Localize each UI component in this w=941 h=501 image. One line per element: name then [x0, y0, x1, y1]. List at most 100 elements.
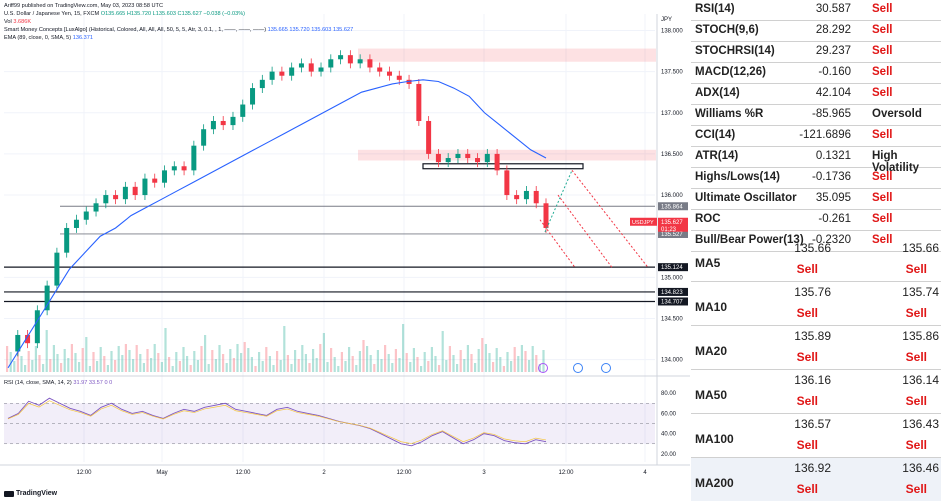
volume-bar	[276, 351, 279, 372]
volume-bar	[402, 324, 405, 372]
volume-bar	[99, 347, 102, 372]
volume-bar	[312, 349, 315, 372]
volume-bar	[265, 347, 268, 372]
ema-value: 136.371	[72, 35, 93, 41]
rsi-axis-tick: 20.00	[661, 452, 677, 458]
economic-event-icon	[538, 363, 548, 373]
candle-body	[543, 203, 549, 228]
oscillator-row: Highs/Lows(14) -0.1736 Sell	[691, 168, 941, 189]
volume-bar	[294, 350, 297, 372]
oscillator-action: Oversold	[872, 108, 922, 120]
tradingview-logo[interactable]: TradingView	[4, 490, 57, 497]
oscillator-action: Sell	[872, 3, 893, 15]
volume-bar	[63, 349, 66, 372]
oscillator-name: Highs/Lows(14)	[695, 171, 780, 183]
oscillator-name: STOCH(9,6)	[695, 24, 759, 36]
oscillator-name: Bull/Bear Power(13)	[695, 234, 804, 246]
volume-bar	[416, 357, 419, 372]
candle-body	[152, 178, 158, 183]
volume-bar	[52, 345, 55, 372]
volume-bar	[398, 358, 401, 372]
candle-body	[475, 158, 481, 163]
price-tag-label: 135.527	[661, 232, 683, 238]
candle-body	[328, 59, 334, 68]
volume-bar	[448, 346, 451, 372]
volume-bar	[121, 355, 124, 372]
oscillator-row: ADX(14) 42.104 Sell	[691, 84, 941, 105]
volume-bar	[9, 352, 12, 372]
chart-canvas[interactable]: JPY 138.000 137.500 137.000 136.500 136.000 13…	[0, 0, 690, 501]
candle-body	[220, 120, 226, 126]
ema-legend[interactable]: EMA (89, close, 0, SMA, 5) 136.371	[4, 35, 93, 42]
time-axis-tick: 12:00	[235, 470, 251, 476]
volume-bar	[189, 365, 192, 372]
volume-bar	[340, 352, 343, 372]
volume-bar	[358, 351, 361, 372]
volume-bar	[247, 348, 250, 372]
moving-average-row: MA10 135.76 Sell 135.74 Sell	[691, 282, 941, 326]
volume-bar	[369, 355, 372, 372]
volume-bar	[232, 358, 235, 372]
candle-body	[494, 153, 500, 171]
volume-bar	[218, 345, 221, 372]
rsi-values: 31.97 33.57 0 0	[73, 380, 113, 386]
volume-bar	[211, 350, 214, 372]
oscillator-action: Sell	[872, 234, 893, 246]
volume-bar	[326, 362, 329, 372]
volume-bar	[283, 326, 286, 372]
volume-bar	[513, 347, 516, 372]
volume-bar	[225, 363, 228, 372]
price-tag-label: 135.864	[661, 204, 683, 210]
candle-body	[338, 55, 344, 60]
candle-body	[171, 166, 177, 171]
candle-body	[113, 195, 119, 200]
tradingview-chart[interactable]: JPY 138.000 137.500 137.000 136.500 136.000 13…	[0, 0, 690, 501]
volume-bar	[272, 365, 275, 372]
rsi-line	[7, 397, 547, 447]
rsi-ma-line	[7, 400, 547, 444]
smc-legend[interactable]: Smart Money Concepts [LuxAlgo] (Historic…	[4, 27, 353, 34]
ma-simple-value: 135.89	[794, 329, 831, 343]
smc-label: Smart Money Concepts [LuxAlgo] (Historic…	[4, 27, 267, 33]
volume-bar	[430, 347, 433, 372]
oscillator-value: 35.095	[815, 192, 851, 204]
volume-bar	[373, 364, 376, 372]
volume-bar	[31, 360, 34, 372]
candle-body	[318, 67, 324, 72]
oscillator-value: -85.965	[811, 108, 851, 120]
volume-bar	[423, 352, 426, 372]
volume-bar	[135, 345, 138, 372]
volume-bar	[466, 345, 469, 372]
volume-bar	[38, 355, 41, 372]
candle-body	[504, 170, 510, 196]
volume-bar	[384, 345, 387, 372]
ohlc-values: O135.665 H135.720 L135.603 C135.627 −0.0…	[100, 11, 246, 17]
publish-caption: Ariff99 published on TradingView.com, Ma…	[4, 3, 163, 9]
candle-body	[523, 190, 529, 200]
volume-bar	[538, 364, 541, 372]
candle-body	[308, 63, 314, 72]
volume-bar	[200, 346, 203, 372]
volume-bar	[78, 362, 81, 372]
last-price-label: 135.627	[661, 220, 683, 226]
oscillator-row: Williams %R -85.965 Oversold	[691, 105, 941, 126]
volume-bar	[150, 358, 153, 372]
volume-bar	[524, 351, 527, 372]
ema-line	[7, 79, 547, 369]
candle-body	[416, 83, 422, 121]
candle-body	[406, 79, 412, 84]
volume-bar	[142, 363, 145, 372]
volume-bar	[128, 350, 131, 372]
ma-exp-value: 135.74	[902, 285, 939, 299]
volume-bar	[434, 356, 437, 372]
rsi-legend[interactable]: RSI (14, close, SMA, 14, 2) 31.97 33.57 …	[4, 380, 112, 387]
volume-bar	[315, 358, 318, 372]
ma-exp-action: Sell	[905, 438, 927, 452]
time-axis-tick: 12:00	[558, 470, 574, 476]
time-axis-tick: 12:00	[76, 470, 92, 476]
volume-bar	[240, 353, 243, 372]
candle-body	[15, 334, 21, 352]
volume-bar	[380, 359, 383, 372]
oscillator-row: ROC -0.261 Sell	[691, 210, 941, 231]
time-axis-tick: 4	[643, 470, 647, 476]
